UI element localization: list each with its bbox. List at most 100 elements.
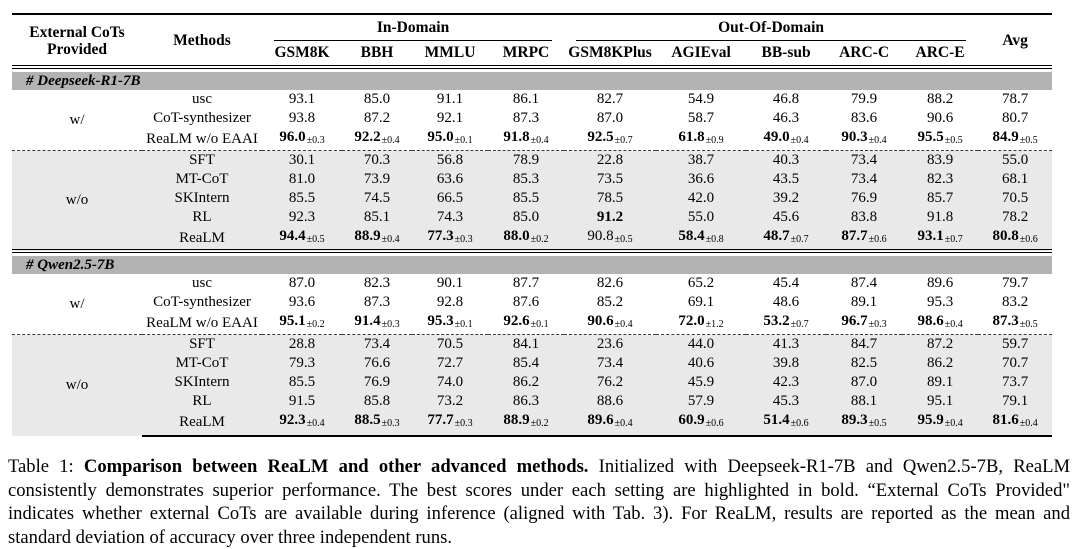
score-cell: 78.7	[978, 90, 1052, 109]
score-value: 93.1	[917, 228, 944, 244]
score-cell: 70.5	[412, 334, 488, 354]
score-cell: 76.9	[342, 373, 412, 392]
score-cell: 95.0±0.1	[412, 128, 488, 151]
score-value: 68.1	[1001, 171, 1029, 187]
score-value: 92.6	[503, 313, 530, 329]
score-value: 91.5	[288, 393, 316, 409]
score-stddev: ±0.3	[381, 319, 400, 330]
score-stddev: ±0.3	[454, 234, 473, 245]
score-value: 91.2	[596, 209, 624, 225]
section-band-row: # Qwen2.5-7B	[12, 249, 1053, 274]
score-stddev: ±0.5	[868, 418, 887, 429]
score-cell: 48.6	[746, 293, 826, 312]
score-value: 95.1	[279, 313, 306, 329]
score-value: 45.3	[772, 393, 800, 409]
score-value: 90.8	[587, 228, 614, 244]
score-cell: 65.2	[656, 274, 746, 293]
method-cell: RL	[192, 393, 212, 409]
score-cell: 88.5±0.3	[342, 411, 412, 437]
score-stddev: ±0.7	[790, 319, 809, 330]
score-value: 81.6	[992, 412, 1019, 428]
method-cell: CoT-synthesizer	[153, 110, 251, 126]
score-stddev: ±0.4	[944, 418, 963, 429]
score-cell: 88.0±0.2	[488, 227, 564, 251]
score-value: 56.8	[436, 152, 464, 168]
table-row: RL 91.5 85.8 73.2 86.3 88.6 57.9 45.3 88.1 95.1 79…	[12, 392, 1053, 411]
score-value: 86.3	[512, 393, 540, 409]
score-cell: 74.3	[412, 208, 488, 227]
table-row: MT-CoT 81.0 73.9 63.6 85.3 73.5 36.6 43.5 73.4 82…	[12, 170, 1053, 189]
score-value: 85.8	[363, 393, 391, 409]
score-value: 91.8	[926, 209, 954, 225]
col-header-arc-e: ARC-E	[902, 42, 979, 69]
method-cell: RL	[192, 209, 212, 225]
score-value: 72.0	[678, 313, 705, 329]
score-value: 92.1	[436, 110, 464, 126]
score-value: 85.2	[596, 294, 624, 310]
score-cell: 68.1	[978, 170, 1052, 189]
score-cell: 76.2	[564, 373, 656, 392]
score-value: 81.0	[288, 171, 316, 187]
score-cell: 92.5±0.7	[564, 128, 656, 151]
score-cell: 92.8	[412, 293, 488, 312]
table-row: ReaLM w/o EAAI 95.1±0.2 91.4±0.3 95.3±0.1 92…	[12, 312, 1052, 335]
score-value: 82.5	[850, 355, 878, 371]
score-value: 89.3	[841, 412, 868, 428]
score-value: 95.5	[917, 129, 944, 145]
score-value: 93.8	[288, 110, 316, 126]
score-cell: 96.0±0.3	[262, 128, 342, 151]
caption-bold-title: Comparison between ReaLM and other advan…	[83, 456, 589, 477]
score-value: 54.9	[687, 91, 715, 107]
section-label: # Qwen2.5-7B	[12, 256, 1053, 274]
score-value: 74.3	[436, 209, 464, 225]
score-value: 83.2	[1001, 294, 1029, 310]
score-cell: 91.8±0.4	[488, 128, 564, 151]
score-value: 90.3	[841, 129, 868, 145]
score-stddev: ±0.3	[868, 319, 887, 330]
table-row: w/usc 87.0 82.3 90.1 87.7 82.6 65.2 45.4 87.4 89.…	[12, 274, 1052, 312]
score-cell: 86.2	[488, 373, 564, 392]
score-cell: 89.6	[902, 274, 978, 293]
score-cell: 87.0	[564, 109, 656, 128]
score-cell: 90.3±0.4	[826, 128, 902, 151]
score-value: 51.4	[763, 412, 790, 428]
section-band-row: # Deepseek-R1-7B	[12, 67, 1053, 90]
score-cell: 56.8	[412, 150, 488, 170]
score-cell: 36.6	[656, 170, 746, 189]
score-value: 39.2	[772, 190, 800, 206]
score-stddev: ±0.5	[306, 234, 325, 245]
score-cell: 61.8±0.9	[656, 128, 746, 151]
score-stddev: ±0.5	[1019, 135, 1038, 146]
score-stddev: ±0.4	[614, 319, 633, 330]
score-value: 28.8	[288, 336, 316, 352]
score-cell: 73.9	[342, 170, 412, 189]
score-cell: 78.2	[978, 208, 1052, 227]
score-value: 76.9	[363, 374, 391, 390]
provided-cell: w/o	[12, 150, 142, 251]
score-cell: 88.9±0.2	[488, 411, 565, 437]
score-cell: 87.6	[488, 293, 564, 312]
score-cell: 84.9±0.5	[978, 128, 1052, 151]
score-value: 79.9	[850, 91, 878, 107]
score-value: 70.3	[363, 152, 391, 168]
section-band-cell: # Qwen2.5-7B	[12, 249, 1053, 274]
score-cell: 85.1	[342, 208, 412, 227]
score-value: 57.9	[687, 393, 715, 409]
score-cell: 83.9	[902, 150, 979, 170]
score-cell: 83.8	[826, 208, 902, 227]
score-cell: 92.3±0.4	[262, 411, 342, 437]
method-cell: usc	[192, 91, 212, 107]
table-row: ReaLM w/o EAAI 96.0±0.3 92.2±0.4 95.0±0.1 91…	[12, 128, 1052, 151]
score-stddev: ±0.4	[868, 135, 887, 146]
score-value: 77.3	[427, 228, 454, 244]
score-value: 60.9	[678, 412, 705, 428]
provided-cell: w/o	[12, 334, 142, 436]
score-value: 87.2	[926, 336, 954, 352]
score-value: 92.8	[436, 294, 464, 310]
table-row: SKIntern 85.5 74.5 66.5 85.5 78.5 42.0 39.2 76.9…	[12, 189, 1053, 208]
score-value: 22.8	[596, 152, 624, 168]
score-cell: 93.6	[262, 293, 342, 312]
score-value: 76.9	[850, 190, 878, 206]
score-value: 79.3	[288, 355, 316, 371]
table-row: MT-CoT 79.3 76.6 72.7 85.4 73.4 40.6 39.8 82.5 86…	[12, 354, 1053, 373]
